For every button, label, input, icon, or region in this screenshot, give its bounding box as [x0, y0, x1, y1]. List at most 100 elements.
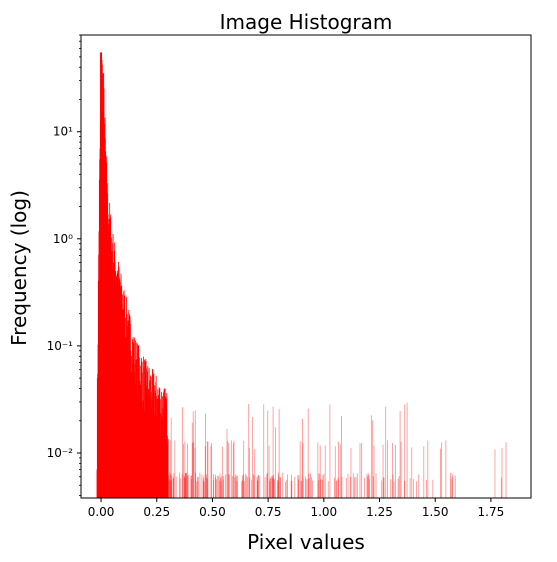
histogram-bar — [367, 476, 369, 498]
histogram-bar — [241, 475, 243, 498]
histogram-bar — [349, 476, 351, 498]
histogram-bar — [257, 480, 259, 498]
histogram-bar — [398, 476, 400, 498]
histogram-bar — [372, 420, 374, 498]
histogram-bar — [174, 440, 176, 498]
histogram-bar — [307, 479, 309, 498]
histogram-bar — [169, 474, 171, 498]
histogram-bar — [235, 475, 237, 498]
histogram-bar — [251, 479, 253, 498]
histogram-bar — [302, 443, 304, 498]
histogram-bar — [418, 474, 420, 498]
histogram-bar — [205, 477, 207, 498]
histogram-bar — [413, 479, 414, 498]
histogram-bar — [243, 440, 245, 498]
histogram-bar — [251, 417, 253, 498]
histogram-bar — [273, 474, 274, 498]
histogram-bar — [505, 442, 507, 498]
histogram-bar — [345, 478, 347, 498]
histogram-bar — [391, 442, 393, 498]
histogram-bar — [327, 481, 329, 498]
histogram-bar — [298, 475, 300, 498]
histogram-bar — [170, 440, 172, 498]
histogram-bar — [278, 408, 280, 498]
histogram-bar — [201, 474, 203, 498]
histogram-bar — [310, 473, 311, 498]
histogram-bar — [194, 410, 196, 498]
histogram-bar — [259, 476, 261, 498]
histogram-bar — [184, 475, 185, 498]
histogram-bar — [246, 475, 248, 498]
histogram-bar — [393, 481, 395, 498]
histogram-bar — [190, 479, 192, 498]
histogram-bar — [278, 475, 280, 498]
histogram-bar — [225, 474, 227, 498]
histogram-bar — [257, 475, 259, 498]
histogram-bar — [185, 477, 187, 498]
histogram-bar — [278, 472, 279, 498]
histogram-bar — [373, 445, 375, 498]
histogram-bar — [206, 441, 208, 498]
histogram-bar — [186, 475, 188, 498]
histogram-bar — [275, 427, 276, 498]
histogram-bar — [382, 444, 384, 498]
histogram-bar — [168, 475, 169, 498]
histogram-bar — [277, 479, 278, 498]
histogram-bar — [300, 480, 302, 498]
histogram-bar — [218, 476, 220, 498]
histogram-bar — [270, 477, 272, 498]
histogram-bar — [220, 481, 222, 498]
histogram-bar — [382, 477, 384, 498]
histogram-bar — [190, 475, 192, 498]
histogram-bar — [441, 442, 442, 498]
histogram-bar — [266, 474, 268, 498]
histogram-bar — [454, 475, 456, 498]
histogram-bar — [246, 477, 248, 498]
histogram-bar — [195, 472, 196, 498]
histogram-bar — [220, 477, 222, 498]
histogram-bar — [291, 475, 292, 498]
histogram-bar — [267, 410, 269, 498]
y-tick-label: 10¹ — [53, 125, 73, 139]
histogram-bars — [96, 52, 507, 499]
chart-title: Image Histogram — [220, 10, 393, 34]
histogram-bar — [324, 445, 326, 498]
histogram-bar — [397, 478, 399, 498]
histogram-bar — [184, 441, 186, 498]
histogram-bar — [183, 477, 185, 498]
histogram-bar — [308, 473, 310, 498]
histogram-bar — [337, 477, 339, 498]
histogram-bar — [404, 480, 405, 498]
histogram-bar — [202, 480, 204, 498]
histogram-bar — [184, 473, 186, 498]
histogram-bar — [187, 474, 189, 498]
histogram-bar — [199, 472, 201, 498]
y-axis-ticks: 10⁻² 10⁻¹ 10⁰ 10¹ — [47, 34, 81, 497]
histogram-bar — [172, 478, 174, 498]
histogram-bar — [171, 479, 172, 498]
histogram-bar — [242, 474, 244, 498]
histogram-bar — [185, 472, 186, 498]
histogram-bar — [179, 478, 181, 498]
histogram-bar — [256, 477, 258, 498]
histogram-bar — [169, 472, 171, 498]
histogram-bar — [394, 444, 396, 498]
histogram-bar — [175, 476, 177, 498]
histogram-bar — [244, 481, 246, 498]
histogram-bar — [427, 440, 429, 498]
histogram-bar — [383, 477, 385, 498]
histogram-bar — [368, 475, 370, 498]
histogram-bar — [318, 473, 320, 498]
histogram-bar — [361, 443, 363, 498]
histogram-bar — [501, 447, 503, 498]
histogram-bar — [213, 473, 215, 498]
histogram-bar — [277, 481, 279, 498]
histogram-bar — [272, 406, 274, 498]
histogram-bar — [305, 479, 307, 498]
histogram-bar — [302, 418, 303, 498]
histogram-bar — [182, 407, 183, 498]
histogram-bar — [390, 479, 392, 498]
histogram-bar — [228, 442, 230, 498]
histogram-bar — [286, 479, 288, 498]
